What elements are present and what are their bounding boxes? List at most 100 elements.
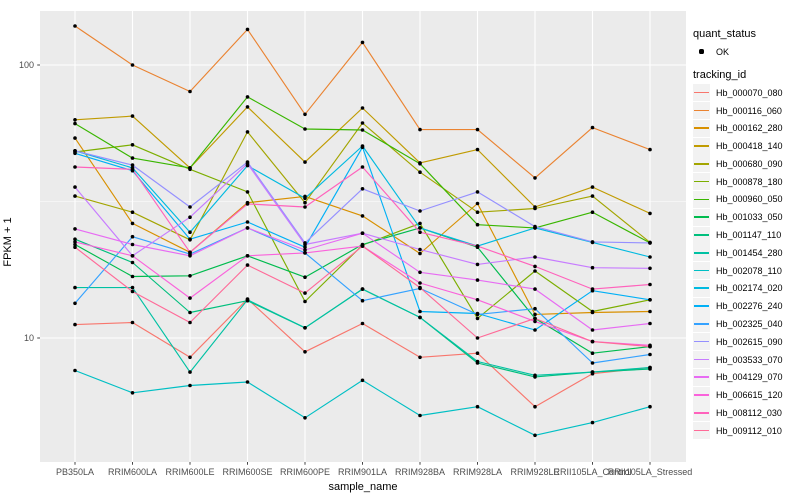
data-point <box>475 316 480 321</box>
data-point <box>590 339 595 344</box>
data-point <box>475 262 480 267</box>
data-point <box>360 40 365 45</box>
legend-label-Hb_000680_090: Hb_000680_090 <box>716 158 783 169</box>
data-point <box>360 121 365 125</box>
data-point <box>533 373 537 378</box>
data-point <box>475 351 480 356</box>
legend-label-Hb_000162_280: Hb_000162_280 <box>716 123 783 134</box>
legend-label-Hb_006615_120: Hb_006615_120 <box>716 390 783 401</box>
data-point <box>648 365 652 370</box>
data-point <box>303 275 307 280</box>
data-point <box>590 287 595 291</box>
data-point <box>418 170 422 174</box>
legend-label-ok: OK <box>716 46 730 57</box>
data-point <box>303 251 307 255</box>
data-point <box>533 264 537 269</box>
data-point <box>245 95 250 99</box>
data-point <box>188 250 192 255</box>
data-point <box>73 322 77 327</box>
legend-label-Hb_001033_050: Hb_001033_050 <box>716 212 783 223</box>
data-point <box>245 202 250 206</box>
legend-label-Hb_000418_140: Hb_000418_140 <box>716 141 783 152</box>
data-point <box>648 309 652 314</box>
data-point <box>188 230 192 234</box>
data-point <box>533 306 537 311</box>
data-point <box>188 296 192 300</box>
legend-label-Hb_002078_110: Hb_002078_110 <box>716 265 782 276</box>
legend-label-Hb_002174_020: Hb_002174_020 <box>716 283 783 294</box>
legend-line-swatch <box>694 163 709 165</box>
legend-line-swatch <box>694 376 709 378</box>
legend-item-Hb_000418_140: Hb_000418_140 <box>693 137 799 155</box>
data-point <box>475 201 480 206</box>
data-point <box>130 274 135 279</box>
data-point <box>475 222 480 227</box>
legend-item-Hb_002325_040: Hb_002325_040 <box>693 315 799 333</box>
data-point <box>475 210 480 214</box>
legend-key-Hb_008112_030 <box>693 404 710 422</box>
data-point <box>188 355 192 360</box>
legend-line-swatch <box>694 127 709 130</box>
legend-item-Hb_001033_050: Hb_001033_050 <box>693 208 799 226</box>
x-tick-label-RRIM928BA: RRIM928BA <box>394 467 446 477</box>
legend-item-Hb_000878_180: Hb_000878_180 <box>693 173 799 191</box>
data-point <box>418 355 422 360</box>
legend: quant_status OK tracking_id Hb_000070_08… <box>693 28 799 440</box>
data-point <box>188 205 192 209</box>
data-point <box>648 344 652 349</box>
data-point <box>590 240 595 244</box>
data-point <box>303 326 307 330</box>
legend-title-quant-status: quant_status <box>693 28 756 40</box>
data-point <box>590 309 595 314</box>
data-point <box>130 391 135 395</box>
legend-key-Hb_000960_050 <box>693 190 710 208</box>
y-tick-label-10: 10 <box>23 333 34 343</box>
legend-key-Hb_002276_240 <box>693 297 710 315</box>
data-point <box>648 282 652 287</box>
legend-item-Hb_002615_090: Hb_002615_090 <box>693 333 799 351</box>
data-point <box>188 383 192 388</box>
data-point <box>590 265 595 270</box>
data-point <box>533 404 537 409</box>
x-tick-label-RRIM600LE: RRIM600LE <box>165 467 215 477</box>
legend-line-swatch <box>694 305 709 307</box>
data-point <box>475 278 480 282</box>
data-point <box>590 370 595 374</box>
legend-key-Hb_000070_080 <box>693 84 710 102</box>
x-tick-label-PB350LA: PB350LA <box>55 467 95 477</box>
data-point <box>303 205 307 209</box>
legend-item-Hb_000116_060: Hb_000116_060 <box>693 102 799 120</box>
legend-label-Hb_000070_080: Hb_000070_080 <box>716 87 783 98</box>
data-point <box>245 190 250 194</box>
legend-line-swatch <box>694 109 709 112</box>
legend-line-swatch <box>694 180 709 183</box>
data-point <box>73 301 77 306</box>
data-point <box>130 63 135 67</box>
data-point <box>303 248 307 252</box>
legend-item-Hb_002276_240: Hb_002276_240 <box>693 297 799 315</box>
data-point <box>533 224 537 229</box>
data-point <box>130 221 135 226</box>
data-point <box>360 187 365 191</box>
x-tick-label-RRIM600PE: RRIM600PE <box>279 467 331 477</box>
data-point <box>533 433 537 438</box>
data-point <box>73 285 77 290</box>
data-point <box>130 242 135 247</box>
data-point <box>245 161 250 166</box>
legend-line-swatch <box>694 323 709 325</box>
data-point <box>303 160 307 164</box>
legend-key-Hb_000116_060 <box>693 102 710 120</box>
x-tick-label-RRII105LA_Control: RRII105LA_Control <box>553 467 632 477</box>
data-point <box>360 378 365 383</box>
legend-item-Hb_003533_070: Hb_003533_070 <box>693 351 799 368</box>
data-point <box>245 226 250 230</box>
legend-item-Hb_009112_010: Hb_009112_010 <box>693 422 799 440</box>
legend-line-swatch <box>694 429 709 432</box>
data-point <box>130 167 135 172</box>
data-point <box>360 106 365 110</box>
data-point <box>590 351 595 356</box>
data-point <box>303 299 307 304</box>
data-point <box>360 145 365 149</box>
x-tick-label-RRIM600SE: RRIM600SE <box>222 467 273 477</box>
data-point <box>188 274 192 278</box>
